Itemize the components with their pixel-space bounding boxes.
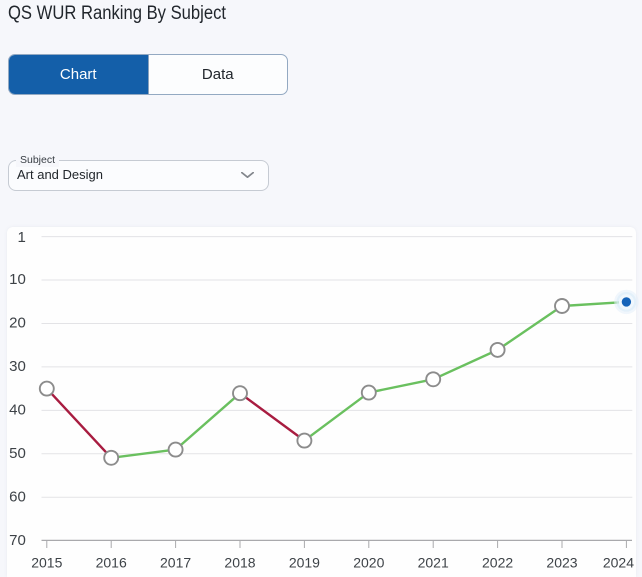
svg-text:60: 60: [9, 488, 26, 505]
svg-text:2019: 2019: [289, 554, 320, 570]
svg-text:2023: 2023: [546, 554, 577, 570]
svg-text:2017: 2017: [160, 554, 191, 570]
svg-text:30: 30: [9, 358, 26, 375]
svg-text:20: 20: [9, 315, 26, 332]
svg-text:2021: 2021: [418, 554, 449, 570]
svg-text:1: 1: [17, 229, 25, 246]
svg-text:2015: 2015: [31, 554, 62, 570]
svg-text:40: 40: [9, 402, 26, 419]
svg-text:2020: 2020: [353, 554, 384, 570]
svg-text:2024: 2024: [603, 554, 634, 570]
svg-text:2022: 2022: [482, 554, 513, 570]
svg-text:2018: 2018: [224, 554, 255, 570]
svg-text:50: 50: [9, 445, 26, 462]
svg-text:70: 70: [9, 532, 26, 549]
svg-text:10: 10: [9, 271, 26, 288]
svg-text:2016: 2016: [96, 554, 127, 570]
